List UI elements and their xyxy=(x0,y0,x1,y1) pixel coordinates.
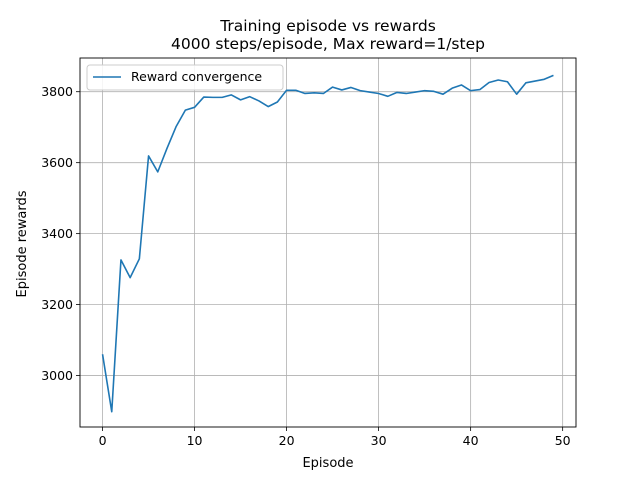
chart-title: Training episode vs rewards xyxy=(219,17,436,35)
y-tick-label: 3600 xyxy=(41,155,73,170)
x-tick-label: 0 xyxy=(99,433,107,448)
y-tick-label: 3000 xyxy=(41,368,73,383)
chart-subtitle: 4000 steps/episode, Max reward=1/step xyxy=(171,35,485,53)
legend-label: Reward convergence xyxy=(131,69,262,84)
axis-ticks: 0 10 20 30 40 50 3000 3200 3400 3600 3800 xyxy=(41,84,570,448)
legend-box xyxy=(86,64,284,91)
plot-area-frame xyxy=(79,57,577,428)
y-axis-label: Episode rewards xyxy=(15,190,30,297)
y-tick-label: 3400 xyxy=(41,226,73,241)
legend: Reward convergence xyxy=(86,64,284,91)
x-tick-label: 30 xyxy=(371,433,387,448)
y-tick-label: 3800 xyxy=(41,84,73,99)
x-tick-label: 10 xyxy=(187,433,203,448)
y-tick-label: 3200 xyxy=(41,297,73,312)
series-line-reward-convergence xyxy=(101,74,554,413)
grid xyxy=(80,58,576,427)
x-tick-label: 40 xyxy=(463,433,479,448)
series-layer xyxy=(101,74,554,413)
x-tick-label: 20 xyxy=(279,433,295,448)
x-tick-label: 50 xyxy=(555,433,571,448)
x-axis-label: Episode xyxy=(302,456,353,471)
